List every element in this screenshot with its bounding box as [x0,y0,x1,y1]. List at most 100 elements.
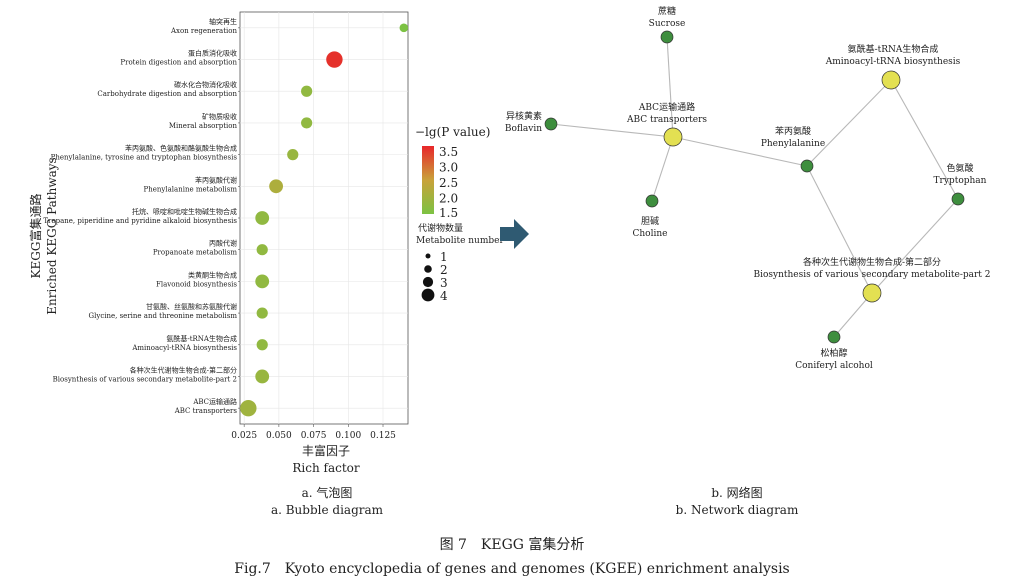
network-node-boflavin [544,117,558,131]
pathway-label-cn: 各种次生代谢物生物合成-第二部分 [130,365,237,374]
colorbar-ticks: 3.5 3.02.5 2.01.5 [434,145,458,220]
colorbar [422,146,434,214]
bubble [240,399,257,417]
bubble [255,274,270,289]
node-label-en: ABC transporters [626,115,707,125]
bubble [399,23,409,33]
size-legend-label: 1 [440,250,448,264]
size-legend-title-en: Metabolite number [416,236,504,246]
size-legend-dot [424,265,432,273]
network-edge [833,292,873,338]
network-node-phenylalanine [800,159,814,173]
figure-title-en: Fig.7 Kyoto encyclopedia of genes and ge… [234,561,790,577]
pathway-label-en: Carbohydrate digestion and absorption [97,90,237,98]
bubble [255,369,270,384]
pathway-label-cn: 轴突再生 [209,17,237,26]
x-axis-label-en: Rich factor [292,461,360,475]
figure-title-cn: 图 7 KEGG 富集分析 [440,536,585,553]
bubble [256,244,268,256]
caption-network-cn: b. 网络图 [711,485,762,500]
pathway-label-cn: 甘氨酸、丝氨酸和苏氨酸代谢 [146,302,237,311]
network-node-abc [663,127,683,147]
colorbar-title: −lg(P value) [415,125,490,139]
pathway-label-en: Biosynthesis of various secondary metabo… [53,375,237,383]
pathway-label-en: Glycine, serine and threonine metabolism [89,312,238,320]
caption-network-en: b. Network diagram [676,503,799,517]
bubble [301,117,313,129]
node-label-en: Tryptophan [934,176,987,186]
node-label-cn: 异核黄素 [506,110,542,122]
network-edge [550,123,674,138]
node-label-cn: 色氨酸 [946,162,973,174]
pathway-label-cn: 类黄酮生物合成 [188,270,237,279]
bubbles [240,23,409,417]
pathway-label-cn: 矿物质吸收 [202,112,237,121]
network-node-sucrose [660,30,674,44]
network-edge [890,79,959,200]
x-tick-label: 0.075 [301,431,327,441]
x-tick-label: 0.125 [370,431,396,441]
bubble [256,339,268,351]
grid-lines-vertical [243,12,384,424]
pathway-label-cn: 托烷、哌啶和吡啶生物碱生物合成 [132,207,237,216]
node-label-en: Aminoacyl-tRNA biosynthesis [825,57,961,67]
pathway-label-en: Tropane, piperidine and pyridine alkaloi… [43,217,237,225]
node-label-en: Choline [633,229,668,239]
colorbar-tick-label: 1.5 [439,206,458,220]
network-node-secondary [862,283,882,303]
colorbar-tick-label: 2.5 [439,176,458,190]
bubble [301,85,313,97]
network-edge [806,79,892,167]
colorbar-tick-label: 3.0 [439,161,458,175]
bubble [269,179,283,194]
network-labels: 蔗糖 Sucrose 氨酰基-tRNA生物合成 Aminoacyl-tRNA bios… [505,5,991,371]
pathway-label-en: Phenylalanine, tyrosine and tryptophan b… [51,154,238,162]
node-label-en: Coniferyl alcohol [795,361,873,371]
pathway-label-en: Phenylalanine metabolism [144,185,238,193]
size-legend-label: 3 [440,276,448,290]
network-edge [651,136,674,202]
caption-bubble-cn: a. 气泡图 [302,485,353,500]
x-axis-label-cn: 丰富因子 [302,443,350,458]
size-legend-title-cn: 代谢物数量 [418,222,463,234]
node-label-en: Sucrose [649,19,686,29]
y-axis-label-en: Enriched KEGG Pathways [45,157,59,314]
network-node-choline [645,194,659,208]
bubble [326,51,343,68]
node-label-en: Phenylalanine [761,139,825,149]
pathway-label-cn: 蛋白质消化吸收 [188,49,237,58]
pathway-label-en: Mineral absorption [169,122,238,130]
network-nodes [544,30,965,344]
bubble [255,211,270,225]
size-legend-label: 4 [440,289,448,303]
node-label-cn: 胆碱 [641,216,659,227]
network-node-coniferyl [827,330,841,344]
network-edges [550,36,959,338]
pathway-label-en: Protein digestion and absorption [120,59,237,67]
x-tick-label: 0.050 [266,431,292,441]
node-label-en: Biosynthesis of various secondary metabo… [753,270,990,280]
network-edge [666,36,674,138]
caption-bubble-en: a. Bubble diagram [271,503,384,517]
network-edge [806,165,873,294]
node-label-cn: ABC运输通路 [638,101,695,113]
colorbar-tick-label: 3.5 [439,145,458,159]
pathway-label-en: Flavonoid biosynthesis [156,280,237,288]
x-tick-label: 0.100 [335,431,361,441]
colorbar-tick-label: 2.0 [439,192,458,206]
pathway-label-cn: 氨酰基-tRNA生物合成 [166,334,237,343]
pathway-label-cn: 丙酸代谢 [209,239,237,248]
y-axis-label-cn: KEGG富集通路 [28,194,43,279]
pathway-label-en: Axon regeneration [170,27,237,35]
pathway-label-cn: ABC运输通路 [192,397,237,406]
arrow-icon [500,219,529,249]
network-node-tryptophan [951,192,965,206]
pathway-label-en: ABC transporters [174,407,238,415]
node-label-cn: 蔗糖 [658,5,676,17]
size-legend-dot [421,288,435,302]
pathway-label-en: Aminoacyl-tRNA biosynthesis [131,344,237,352]
